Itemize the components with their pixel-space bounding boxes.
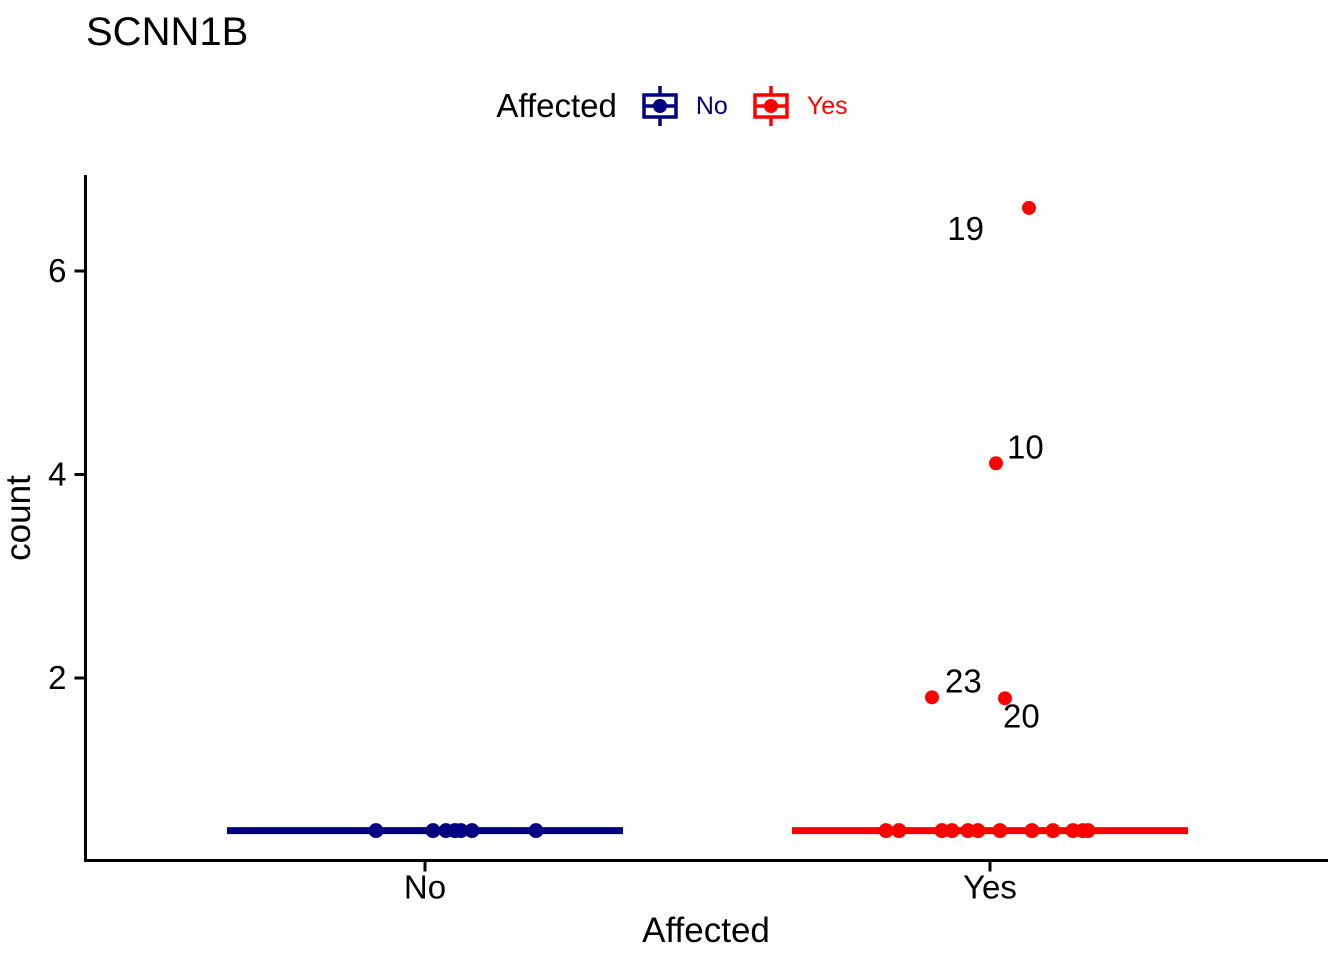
data-point-no — [453, 823, 469, 839]
legend-label-yes: Yes — [806, 91, 848, 120]
data-point-no — [368, 823, 384, 839]
outlier-label: 10 — [1007, 428, 1044, 465]
data-point-no — [464, 823, 480, 839]
outlier-point-yes — [925, 690, 939, 705]
data-point-yes — [1045, 823, 1061, 839]
outlier-label: 23 — [945, 662, 982, 699]
outlier-label: 20 — [1003, 697, 1040, 734]
data-point-yes — [1080, 823, 1096, 839]
y-tick-label: 4 — [48, 456, 66, 493]
outlier-point-yes — [1022, 200, 1036, 215]
data-point-no — [528, 823, 544, 839]
legend: Affected No Yes — [0, 83, 1344, 129]
x-axis-title: Affected — [642, 911, 770, 950]
legend-entry-no[interactable]: No — [637, 83, 728, 129]
data-point-yes — [970, 823, 986, 839]
boxplot-key-yes-icon — [753, 86, 789, 126]
data-point-yes — [1024, 823, 1040, 839]
legend-title: Affected — [496, 87, 617, 124]
x-tick-label: Yes — [963, 869, 1017, 906]
y-tick-label: 2 — [48, 659, 66, 696]
data-point-yes — [944, 823, 960, 839]
legend-label-no: No — [695, 91, 728, 120]
data-point-yes — [878, 823, 894, 839]
plot-title: SCNN1B — [86, 10, 249, 54]
outlier-point-yes — [998, 691, 1012, 706]
boxplot-key-no-icon — [642, 86, 678, 126]
data-point-no — [425, 823, 441, 839]
y-tick-label: 6 — [48, 252, 66, 289]
data-point-yes — [992, 823, 1008, 839]
outlier-point-yes — [989, 456, 1003, 471]
data-point-yes — [891, 823, 907, 839]
y-axis-title: count — [0, 475, 38, 561]
legend-entry-yes[interactable]: Yes — [748, 83, 848, 129]
x-tick-label: No — [404, 869, 446, 906]
outlier-label: 19 — [947, 210, 984, 247]
